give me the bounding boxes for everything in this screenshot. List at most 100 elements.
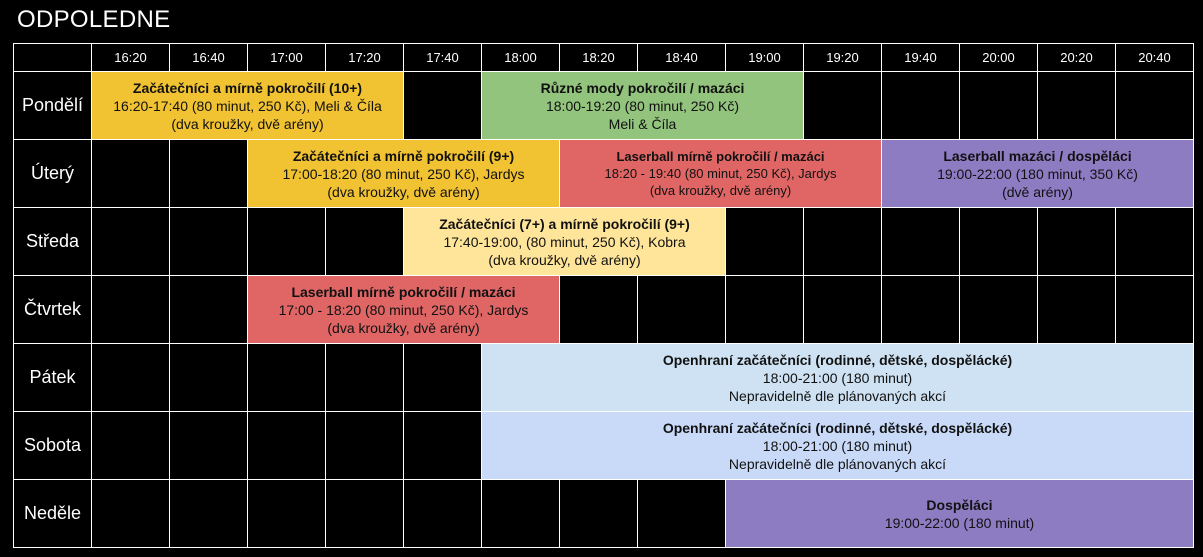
empty-slot	[91, 275, 170, 344]
time-header: 16:40	[169, 43, 248, 72]
class-title: Laserball mírně pokročilí / mazáci	[291, 283, 516, 300]
class-title: Začátečníci a mírně pokročilí (10+)	[132, 79, 363, 96]
class-detail: 17:00 - 18:20 (80 minut, 250 Kč), Jardys	[278, 301, 529, 318]
class-detail: 18:20 - 19:40 (80 minut, 250 Kč), Jardys	[604, 166, 837, 181]
class-detail: 17:40-19:00, (80 minut, 250 Kč), Kobra	[443, 233, 686, 250]
empty-slot	[725, 275, 804, 344]
empty-slot	[1115, 71, 1194, 140]
empty-slot	[91, 479, 170, 548]
class-title: Různé mody pokročilí / mazáci	[540, 79, 745, 96]
empty-slot	[881, 71, 960, 140]
class-title: Dospěláci	[926, 496, 993, 513]
class-block: Začátečníci (7+) a mírně pokročilí (9+) 1…	[403, 207, 726, 276]
class-block: Různé mody pokročilí / mazáci 18:00-19:20…	[481, 71, 804, 140]
class-block: Dospěláci 19:00-22:00 (180 minut)	[725, 479, 1194, 548]
empty-slot	[325, 479, 404, 548]
empty-slot	[637, 275, 726, 344]
time-header: 19:00	[725, 43, 804, 72]
day-label: Sobota	[13, 411, 92, 480]
class-block: Začátečníci a mírně pokročilí (10+) 16:20…	[91, 71, 404, 140]
class-detail: (dva kroužky, dvě arény)	[649, 183, 792, 198]
day-row: Úterý Začátečníci a mírně pokročilí (9+) 1…	[13, 139, 1194, 208]
empty-slot	[325, 207, 404, 276]
class-block: Openhraní začátečníci (rodinné, dětské, …	[481, 343, 1194, 412]
empty-slot	[959, 275, 1038, 344]
class-title: Začátečníci a mírně pokročilí (9+)	[292, 147, 515, 164]
day-label: Středa	[13, 207, 92, 276]
class-detail: (dva kroužky, dvě arény)	[488, 251, 641, 268]
class-block: Openhraní začátečníci (rodinné, dětské, …	[481, 411, 1194, 480]
empty-slot	[559, 275, 638, 344]
day-row: Čtvrtek Laserball mírně pokročilí / mazác…	[13, 275, 1194, 344]
class-detail: 18:00-19:20 (80 minut, 250 Kč)	[545, 97, 739, 114]
empty-slot	[403, 343, 482, 412]
time-header: 18:00	[481, 43, 560, 72]
empty-slot	[803, 207, 882, 276]
empty-slot	[481, 479, 560, 548]
class-block: Laserball mazáci / dospěláci 19:00-22:00 …	[881, 139, 1194, 208]
day-label: Čtvrtek	[13, 275, 92, 344]
empty-slot	[325, 411, 404, 480]
empty-slot	[91, 139, 170, 208]
time-header: 20:20	[1037, 43, 1116, 72]
class-block: Začátečníci a mírně pokročilí (9+) 17:00-…	[247, 139, 560, 208]
empty-slot	[91, 411, 170, 480]
class-detail: 19:00-22:00 (180 minut)	[884, 514, 1035, 531]
empty-slot	[881, 275, 960, 344]
class-title: Laserball mazáci / dospěláci	[943, 147, 1132, 164]
empty-slot	[1037, 71, 1116, 140]
class-detail: (dva kroužky, dvě arény)	[171, 115, 324, 132]
empty-slot	[637, 479, 726, 548]
empty-slot	[325, 343, 404, 412]
class-title: Začátečníci (7+) a mírně pokročilí (9+)	[439, 215, 690, 232]
time-header: 17:40	[403, 43, 482, 72]
empty-slot	[881, 207, 960, 276]
empty-slot	[959, 71, 1038, 140]
day-row: Středa Začátečníci (7+) a mírně pokročilí…	[13, 207, 1194, 276]
empty-slot	[169, 275, 248, 344]
day-row: Neděle Dospěláci 19:00-22:00 (180 minut)	[13, 479, 1194, 548]
class-detail: 18:00-21:00 (180 minut)	[762, 369, 913, 386]
time-header: 17:20	[325, 43, 404, 72]
class-detail: 17:00-18:20 (80 minut, 250 Kč), Jardys	[282, 165, 525, 182]
time-header: 16:20	[91, 43, 170, 72]
class-detail: 18:00-21:00 (180 minut)	[762, 437, 913, 454]
empty-slot	[91, 343, 170, 412]
class-detail: Nepravidelně dle plánovaných akcí	[728, 387, 947, 404]
corner-cell	[13, 43, 92, 72]
page-title: ODPOLEDNE	[17, 6, 171, 33]
class-title: Laserball mírně pokročilí / mazáci	[616, 149, 825, 164]
class-detail: 16:20-17:40 (80 minut, 250 Kč), Meli & Č…	[113, 97, 382, 114]
class-title: Openhraní začátečníci (rodinné, dětské, …	[662, 419, 1013, 436]
class-title: Openhraní začátečníci (rodinné, dětské, …	[662, 351, 1013, 368]
empty-slot	[1037, 207, 1116, 276]
class-detail: (dvě arény)	[1002, 183, 1073, 200]
empty-slot	[91, 207, 170, 276]
day-row: Sobota Openhraní začátečníci (rodinné, dě…	[13, 411, 1194, 480]
empty-slot	[725, 207, 804, 276]
empty-slot	[403, 71, 482, 140]
class-block: Laserball mírně pokročilí / mazáci 17:00 …	[247, 275, 560, 344]
empty-slot	[169, 479, 248, 548]
empty-slot	[403, 479, 482, 548]
day-row: Pátek Openhraní začátečníci (rodinné, dět…	[13, 343, 1194, 412]
class-block: Laserball mírně pokročilí / mazáci 18:20 …	[559, 139, 882, 208]
time-header: 18:20	[559, 43, 638, 72]
day-label: Neděle	[13, 479, 92, 548]
class-detail: (dva kroužky, dvě arény)	[327, 183, 480, 200]
time-header: 19:20	[803, 43, 882, 72]
empty-slot	[403, 411, 482, 480]
schedule-table: 16:20 16:40 17:00 17:20 17:40 18:00 18:20 18:40…	[13, 43, 1194, 548]
day-label: Pátek	[13, 343, 92, 412]
empty-slot	[1115, 275, 1194, 344]
time-header: 18:40	[637, 43, 726, 72]
empty-slot	[169, 207, 248, 276]
empty-slot	[169, 411, 248, 480]
time-header-row: 16:20 16:40 17:00 17:20 17:40 18:00 18:20 18:40…	[13, 43, 1194, 72]
empty-slot	[803, 275, 882, 344]
day-label: Pondělí	[13, 71, 92, 140]
empty-slot	[803, 71, 882, 140]
empty-slot	[169, 343, 248, 412]
time-header: 20:40	[1115, 43, 1194, 72]
day-label: Úterý	[13, 139, 92, 208]
